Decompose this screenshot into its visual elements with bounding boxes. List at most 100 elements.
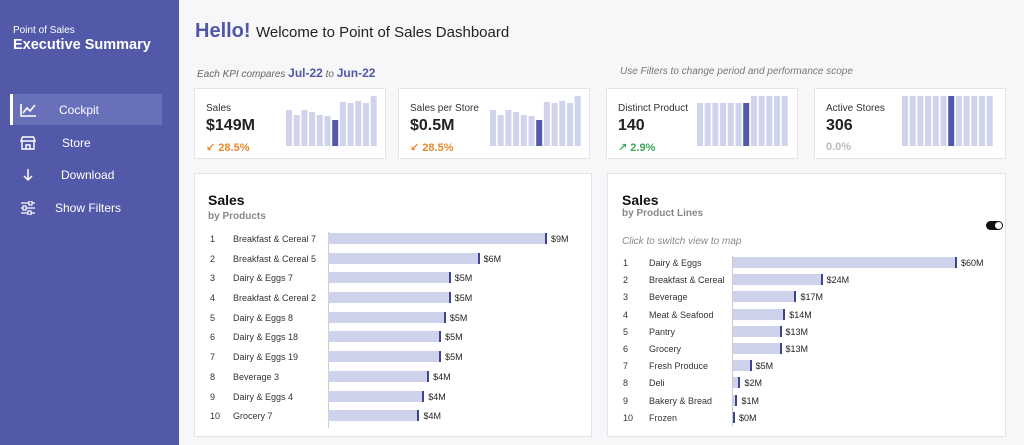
kpi-card-sales-per-store[interactable]: Sales per Store $0.5M ↙ 28.5% — [398, 88, 590, 159]
ranking-row[interactable]: 2 Breakfast & Cereal $24M — [623, 274, 1003, 291]
kpi-bar — [309, 112, 316, 146]
nav-store[interactable]: Store — [10, 127, 162, 158]
rank-bar — [733, 325, 782, 337]
kpi-sparkbars — [490, 96, 581, 146]
ranking-row[interactable]: 5 Dairy & Eggs 8 $5M — [210, 311, 590, 332]
ranking-row[interactable]: 4 Meat & Seafood $14M — [623, 308, 1003, 326]
rank-value: $4M — [423, 411, 441, 422]
trend-down-icon: ↙ — [410, 142, 420, 154]
rank-value: $5M — [755, 361, 774, 372]
ranking-row[interactable]: 8 Beverage 3 $4M — [210, 370, 590, 391]
rank-value: $14M — [789, 309, 812, 320]
kpi-bar — [324, 116, 331, 146]
kpi-bar — [347, 103, 354, 146]
kpi-value: 306 — [826, 117, 853, 134]
rank-name: Pantry — [649, 326, 676, 337]
kpi-bar — [963, 96, 970, 146]
ranking-row[interactable]: 4 Breakfast & Cereal 2 $5M — [210, 292, 590, 312]
nav-download[interactable]: Download — [10, 159, 162, 190]
rank-name: Breakfast & Cereal 5 — [233, 253, 317, 264]
rank-bar — [733, 377, 741, 389]
rank-value: $2M — [744, 378, 762, 389]
rank-number: 8 — [623, 378, 629, 389]
kpi-bar — [339, 102, 346, 146]
rank-name: Grocery 7 — [233, 411, 273, 422]
nav-store-label: Store — [62, 135, 91, 150]
ranking-row[interactable]: 8 Deli $2M — [623, 377, 1003, 394]
ranking-row[interactable]: 10 Frozen $0M — [623, 411, 1003, 429]
rank-value: $13M — [785, 343, 809, 354]
kpi-card-distinct-product[interactable]: Distinct Product 140 ↗ 2.9% — [606, 88, 798, 159]
ranking-row[interactable]: 5 Pantry $13M — [623, 325, 1003, 343]
kpi-bar — [543, 102, 550, 146]
kpi-label: Sales — [206, 103, 232, 114]
rank-value: $5M — [454, 273, 473, 284]
rank-bar — [328, 331, 442, 343]
kpi-bar — [520, 115, 527, 146]
ranking-row[interactable]: 3 Beverage $17M — [623, 291, 1003, 308]
rank-name: Breakfast & Cereal 2 — [233, 293, 317, 304]
ranking-row[interactable]: 7 Dairy & Eggs 19 $5M — [210, 351, 590, 371]
kpi-bar — [940, 96, 947, 146]
ranking-row[interactable]: 9 Bakery & Bread $1M — [623, 394, 1003, 412]
ranking-row[interactable]: 9 Dairy & Eggs 4 $4M — [210, 390, 590, 411]
kpi-bar — [743, 103, 750, 146]
line-chart-icon — [18, 102, 38, 118]
kpi-card-sales[interactable]: Sales $149M ↙ 28.5% — [194, 88, 386, 159]
nav-show-filters[interactable]: Show Filters — [10, 192, 162, 223]
kpi-bar — [955, 96, 962, 146]
rank-value: $6M — [483, 253, 502, 264]
rank-number: 4 — [210, 293, 216, 304]
rank-number: 9 — [210, 391, 216, 402]
ranking-row[interactable]: 3 Dairy & Eggs 7 $5M — [210, 272, 590, 292]
rank-value: $0M — [739, 412, 757, 423]
kpi-bar — [917, 96, 924, 146]
kpi-bar — [559, 101, 566, 146]
kpi-card-active-stores[interactable]: Active Stores 306 0.0% — [814, 88, 1006, 159]
nav-show-filters-label: Show Filters — [55, 200, 122, 215]
rank-name: Grocery — [649, 343, 682, 354]
panel-sales-by-products: Sales by Products 1 Breakfast & Cereal 7 $… — [194, 173, 592, 437]
kpi-bar — [902, 96, 908, 146]
nav-download-label: Download — [61, 167, 115, 182]
period-to: Jun-22 — [336, 66, 376, 80]
rank-bar — [733, 394, 738, 406]
rank-number: 4 — [623, 309, 629, 320]
kpi-bar — [536, 120, 543, 146]
rank-value: $13M — [785, 326, 809, 337]
rank-value: $5M — [445, 352, 463, 363]
products-ranking: 1 Breakfast & Cereal 7 $9M 2 Breakfast & Cer… — [210, 233, 590, 430]
rank-bar — [328, 410, 420, 422]
trend-down-icon: ↙ — [206, 142, 216, 154]
rank-bar — [328, 272, 451, 284]
kpi-bar — [567, 103, 573, 146]
kpi-bar — [355, 101, 362, 146]
kpi-bar — [363, 103, 369, 146]
map-view-toggle[interactable] — [986, 221, 1003, 230]
kpi-bar — [528, 116, 535, 146]
kpi-delta: ↗ 2.9% — [618, 142, 656, 154]
kpi-bar — [332, 120, 339, 146]
ranking-row[interactable]: 1 Dairy & Eggs $60M — [623, 257, 1003, 274]
kpi-bar — [971, 96, 978, 146]
switch-view-hint[interactable]: Click to switch view to map — [622, 236, 742, 247]
nav-cockpit[interactable]: Cockpit — [10, 94, 162, 125]
ranking-row[interactable]: 10 Grocery 7 $4M — [210, 410, 590, 430]
rank-number: 2 — [623, 275, 629, 286]
kpi-bar — [490, 110, 496, 146]
rank-number: 5 — [210, 312, 216, 323]
rank-name: Breakfast & Cereal — [649, 275, 725, 286]
kpi-delta: 0.0% — [826, 141, 852, 153]
app-label: Point of Sales — [13, 25, 75, 36]
rank-bar — [733, 360, 752, 372]
rank-number: 6 — [210, 332, 216, 343]
ranking-row[interactable]: 6 Dairy & Eggs 18 $5M — [210, 331, 590, 351]
ranking-row[interactable]: 7 Fresh Produce $5M — [623, 360, 1003, 377]
rank-number: 7 — [210, 352, 216, 363]
ranking-row[interactable]: 6 Grocery $13M — [623, 342, 1003, 360]
kpi-bar — [704, 103, 711, 146]
ranking-row[interactable]: 2 Breakfast & Cereal 5 $6M — [210, 252, 590, 273]
rank-number: 1 — [210, 234, 216, 244]
trend-up-icon: ↗ — [618, 142, 628, 154]
ranking-row[interactable]: 1 Breakfast & Cereal 7 $9M — [210, 233, 590, 253]
